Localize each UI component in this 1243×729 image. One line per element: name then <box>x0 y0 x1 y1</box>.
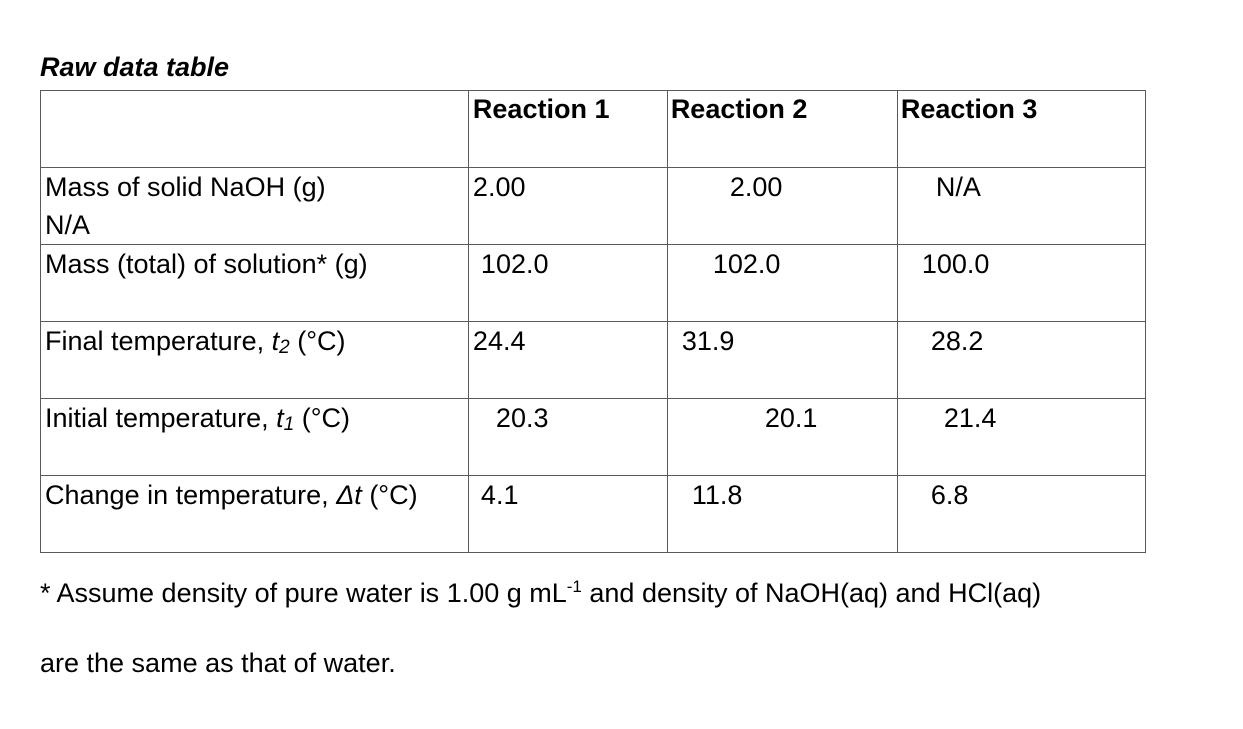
row-label-line1: Mass of solid NaOH (g) <box>45 172 326 202</box>
cell-reaction-1: 20.3 <box>467 398 668 476</box>
footnote-line-2: are the same as that of water. <box>40 648 396 678</box>
row-label-symbol: Δt <box>336 480 362 510</box>
footnote-line-1: * Assume density of pure water is 1.00 g… <box>40 575 1041 611</box>
cell-reaction-1: 24.4 <box>467 321 668 399</box>
cell-value: 100.0 <box>921 249 990 279</box>
row-label: Mass of solid NaOH (g) N/A <box>40 167 469 245</box>
footnote-text-before: * Assume density of pure water is 1.00 g… <box>40 578 567 608</box>
header-reaction-2: Reaction 2 <box>666 90 898 168</box>
row-label-text: Mass (total) of solution* (g) <box>45 249 368 279</box>
row-label-symbol: t <box>271 326 280 356</box>
cell-reaction-1: 2.00 <box>467 167 668 245</box>
table-title: Raw data table <box>40 52 230 82</box>
table-row-mass-solution: Mass (total) of solution* (g) 102.0 102.… <box>40 244 1147 322</box>
cell-reaction-2: 11.8 <box>666 475 898 553</box>
header-reaction-3: Reaction 3 <box>896 90 1147 168</box>
row-label: Initial temperature, t1 (°C) <box>40 398 469 476</box>
row-label-subscript: 1 <box>283 414 295 435</box>
cell-value: 2.00 <box>729 172 783 202</box>
row-label-subscript: 2 <box>279 337 290 358</box>
header-empty-cell <box>40 90 469 168</box>
row-label-line2: N/A <box>45 210 91 240</box>
row-label-suffix: (°C) <box>361 480 418 510</box>
row-label: Mass (total) of solution* (g) <box>40 244 469 322</box>
cell-value: 102.0 <box>712 249 781 279</box>
cell-value: 24.4 <box>472 326 526 356</box>
cell-reaction-2: 2.00 <box>666 167 898 245</box>
cell-reaction-3: 21.4 <box>896 398 1147 476</box>
row-label-prefix: Final temperature, <box>45 326 272 356</box>
cell-reaction-1: 102.0 <box>467 244 668 322</box>
cell-value: 2.00 <box>472 172 526 202</box>
row-label-suffix: (°C) <box>289 326 346 356</box>
table-row-initial-temp: Initial temperature, t1 (°C) 20.3 20.1 2… <box>40 398 1147 476</box>
row-label: Change in temperature, Δt (°C) <box>40 475 469 553</box>
table-row-final-temp: Final temperature, t2 (°C) 24.4 31.9 28.… <box>40 321 1147 399</box>
footnote-text-after: and density of NaOH(aq) and HCl(aq) <box>581 578 1042 608</box>
row-label-suffix: (°C) <box>294 403 350 433</box>
table-row-mass-naoh: Mass of solid NaOH (g) N/A 2.00 2.00 N/A <box>40 167 1147 245</box>
header-reaction-1: Reaction 1 <box>467 90 668 168</box>
cell-value: N/A <box>935 172 981 202</box>
row-label-symbol: t <box>276 403 284 433</box>
cell-reaction-3: 100.0 <box>896 244 1147 322</box>
cell-value: 21.4 <box>943 403 997 433</box>
cell-reaction-1: 4.1 <box>467 475 668 553</box>
cell-value: 11.8 <box>691 480 743 510</box>
cell-reaction-2: 31.9 <box>666 321 898 399</box>
cell-reaction-3: N/A <box>896 167 1147 245</box>
footnote-superscript: -1 <box>566 577 582 596</box>
cell-value: 31.9 <box>681 326 735 356</box>
cell-value: 6.8 <box>930 480 969 510</box>
cell-value: 28.2 <box>930 326 984 356</box>
cell-reaction-3: 28.2 <box>896 321 1147 399</box>
table-header-row: Reaction 1 Reaction 2 Reaction 3 <box>40 90 1147 168</box>
cell-value: 20.1 <box>764 403 818 433</box>
row-label: Final temperature, t2 (°C) <box>40 321 469 399</box>
cell-reaction-3: 6.8 <box>896 475 1147 553</box>
table-row-change-temp: Change in temperature, Δt (°C) 4.1 11.8 … <box>40 475 1147 553</box>
cell-reaction-2: 102.0 <box>666 244 898 322</box>
cell-reaction-2: 20.1 <box>666 398 898 476</box>
cell-value: 4.1 <box>480 480 519 510</box>
cell-value: 102.0 <box>480 249 549 279</box>
cell-value: 20.3 <box>495 403 549 433</box>
raw-data-table: Reaction 1 Reaction 2 Reaction 3 Mass of… <box>40 90 1147 553</box>
row-label-prefix: Change in temperature, <box>45 480 337 510</box>
row-label-prefix: Initial temperature, <box>45 403 277 433</box>
